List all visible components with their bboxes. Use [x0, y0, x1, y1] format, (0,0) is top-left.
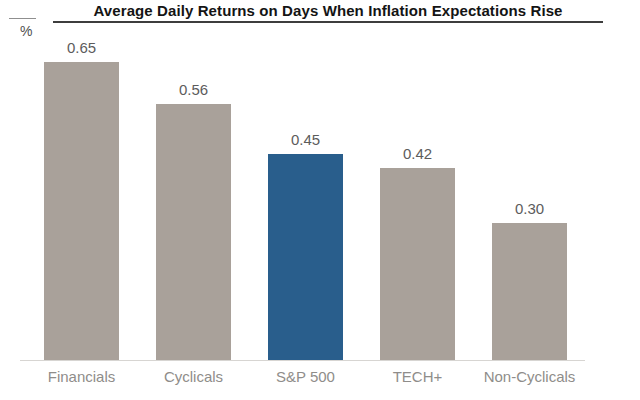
x-axis-label: Cyclicals — [156, 368, 231, 385]
bar — [44, 62, 119, 360]
bars-container: 0.65 0.56 0.45 0.42 0.30 — [44, 0, 567, 360]
x-axis-label: Non-Cyclicals — [492, 368, 567, 385]
bar-column: 0.45 — [268, 131, 343, 360]
bar — [492, 223, 567, 360]
bar-column: 0.56 — [156, 81, 231, 360]
bar-column: 0.30 — [492, 200, 567, 360]
bar-value-label: 0.56 — [179, 81, 208, 98]
y-axis-tick-line — [9, 18, 36, 19]
x-axis-labels: Financials Cyclicals S&P 500 TECH+ Non-Cycli… — [44, 368, 567, 385]
bar-column: 0.65 — [44, 39, 119, 360]
y-axis-unit-label: % — [20, 23, 32, 39]
bar-value-label: 0.45 — [291, 131, 320, 148]
bar-value-label: 0.30 — [515, 200, 544, 217]
bar-column: 0.42 — [380, 145, 455, 360]
bar-value-label: 0.65 — [67, 39, 96, 56]
bar-value-label: 0.42 — [403, 145, 432, 162]
x-axis-label: TECH+ — [380, 368, 455, 385]
x-axis-label: S&P 500 — [268, 368, 343, 385]
bar — [268, 154, 343, 360]
x-axis-baseline — [20, 360, 585, 361]
bar — [156, 104, 231, 360]
bar — [380, 168, 455, 360]
chart-canvas: % Average Daily Returns on Days When Inf… — [0, 0, 640, 400]
x-axis-label: Financials — [44, 368, 119, 385]
